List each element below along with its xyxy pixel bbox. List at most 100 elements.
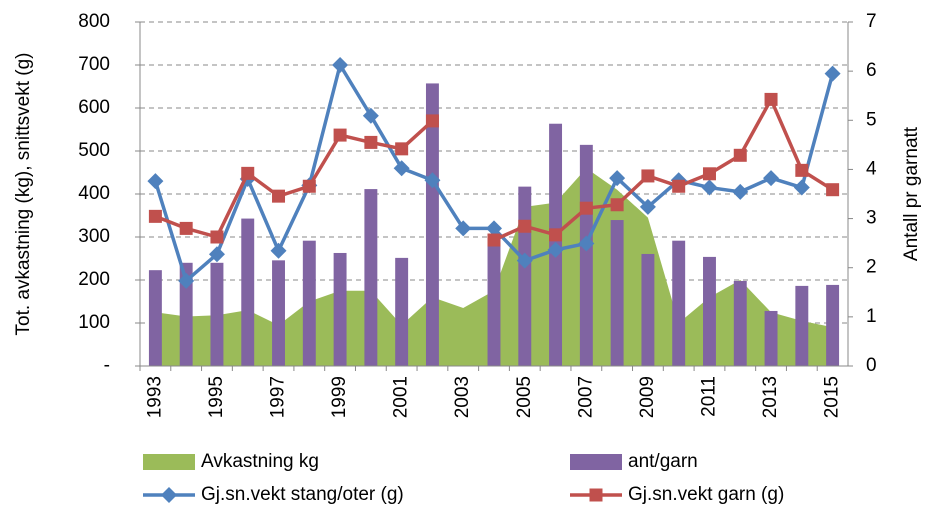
y-tick-label: 100: [78, 312, 110, 333]
y-tick-label: -: [104, 355, 110, 376]
marker: [424, 172, 441, 189]
bar: [826, 284, 840, 366]
marker: [672, 179, 686, 193]
bar: [518, 186, 532, 366]
bar: [333, 252, 347, 366]
bar: [210, 262, 224, 366]
y-tick-label: 600: [78, 97, 110, 118]
x-tick-label: 2001: [391, 376, 412, 418]
legend-label: Gj.sn.vekt garn (g): [628, 484, 784, 505]
legend-label: Avkastning kg: [201, 451, 319, 472]
marker: [395, 142, 409, 156]
marker: [609, 170, 626, 187]
x-tick-label: 1997: [268, 376, 289, 418]
legend-swatch: [570, 454, 622, 470]
y2-tick-label: 6: [866, 60, 877, 81]
marker: [516, 252, 533, 269]
y2-tick-label: 2: [866, 257, 877, 278]
y2-axis-title: Antall pr garnatt: [901, 126, 922, 261]
y2-tick-label: 1: [866, 306, 877, 327]
bar: [579, 144, 593, 366]
x-tick-label: 2009: [637, 376, 658, 418]
legend-swatch: [143, 454, 195, 470]
marker: [795, 163, 809, 177]
x-tick-label: 2007: [575, 376, 596, 418]
marker: [763, 170, 780, 187]
bar: [487, 238, 501, 366]
bar: [395, 257, 409, 366]
marker: [178, 272, 195, 289]
y-tick-label: 300: [78, 226, 110, 247]
y-tick-label: 500: [78, 140, 110, 161]
bar: [764, 310, 778, 366]
marker: [272, 189, 286, 203]
bar: [703, 256, 716, 366]
marker: [701, 179, 718, 196]
x-tick-label: 1999: [329, 376, 350, 418]
marker: [826, 183, 840, 197]
bar: [241, 218, 255, 366]
legend-marker: [161, 487, 177, 503]
y2-tick-label: 3: [866, 208, 877, 229]
marker: [487, 233, 501, 247]
x-tick-label: 1995: [206, 376, 227, 418]
marker: [333, 128, 347, 142]
line: [154, 97, 834, 242]
x-tick-label: 2013: [760, 376, 781, 418]
marker: [486, 220, 502, 237]
bar: [610, 220, 624, 366]
marker: [148, 209, 162, 223]
marker: [208, 246, 225, 263]
y-tick-label: 800: [78, 11, 110, 32]
marker: [824, 65, 841, 82]
bar: [795, 285, 809, 366]
marker: [270, 242, 287, 259]
bar: [641, 253, 655, 366]
marker: [425, 114, 439, 128]
marker: [332, 57, 349, 73]
x-tick-label: 2015: [822, 376, 843, 418]
marker: [639, 198, 656, 215]
y2-tick-label: 5: [866, 109, 877, 130]
bar: [364, 189, 378, 366]
marker: [302, 179, 316, 193]
marker: [732, 183, 749, 200]
marker: [364, 135, 378, 149]
marker: [393, 160, 410, 177]
legend-marker: [589, 488, 603, 502]
bar: [272, 260, 285, 366]
bar: [148, 270, 162, 366]
marker: [362, 107, 379, 124]
marker: [610, 198, 624, 212]
x-tick-label: 1993: [144, 376, 165, 418]
bar: [672, 240, 686, 366]
y2-tick-label: 4: [866, 158, 877, 179]
y2-tick-label: 0: [866, 355, 877, 376]
marker: [641, 169, 655, 183]
marker: [579, 201, 593, 215]
bar: [733, 280, 747, 366]
bar: [302, 240, 316, 366]
y-tick-label: 400: [78, 183, 110, 204]
marker: [547, 241, 564, 258]
marker: [764, 92, 778, 106]
bar: [179, 262, 193, 366]
x-tick-label: 2005: [514, 376, 535, 418]
marker: [455, 220, 472, 237]
y2-tick-label: 7: [866, 11, 877, 32]
marker: [549, 228, 563, 242]
legend-label: ant/garn: [628, 451, 698, 472]
marker: [210, 230, 224, 244]
x-tick-label: 2011: [698, 376, 719, 417]
y-tick-label: 700: [78, 54, 110, 75]
marker: [578, 235, 595, 252]
marker: [147, 173, 164, 190]
area: [155, 168, 833, 366]
y-tick-label: 200: [78, 269, 110, 290]
marker: [241, 166, 255, 180]
legend-label: Gj.sn.vekt stang/oter (g): [201, 484, 404, 505]
y-axis-title: Tot. avkastning (kg), snittsvekt (g): [13, 53, 34, 336]
marker: [793, 179, 810, 196]
x-tick-label: 2003: [452, 376, 473, 418]
